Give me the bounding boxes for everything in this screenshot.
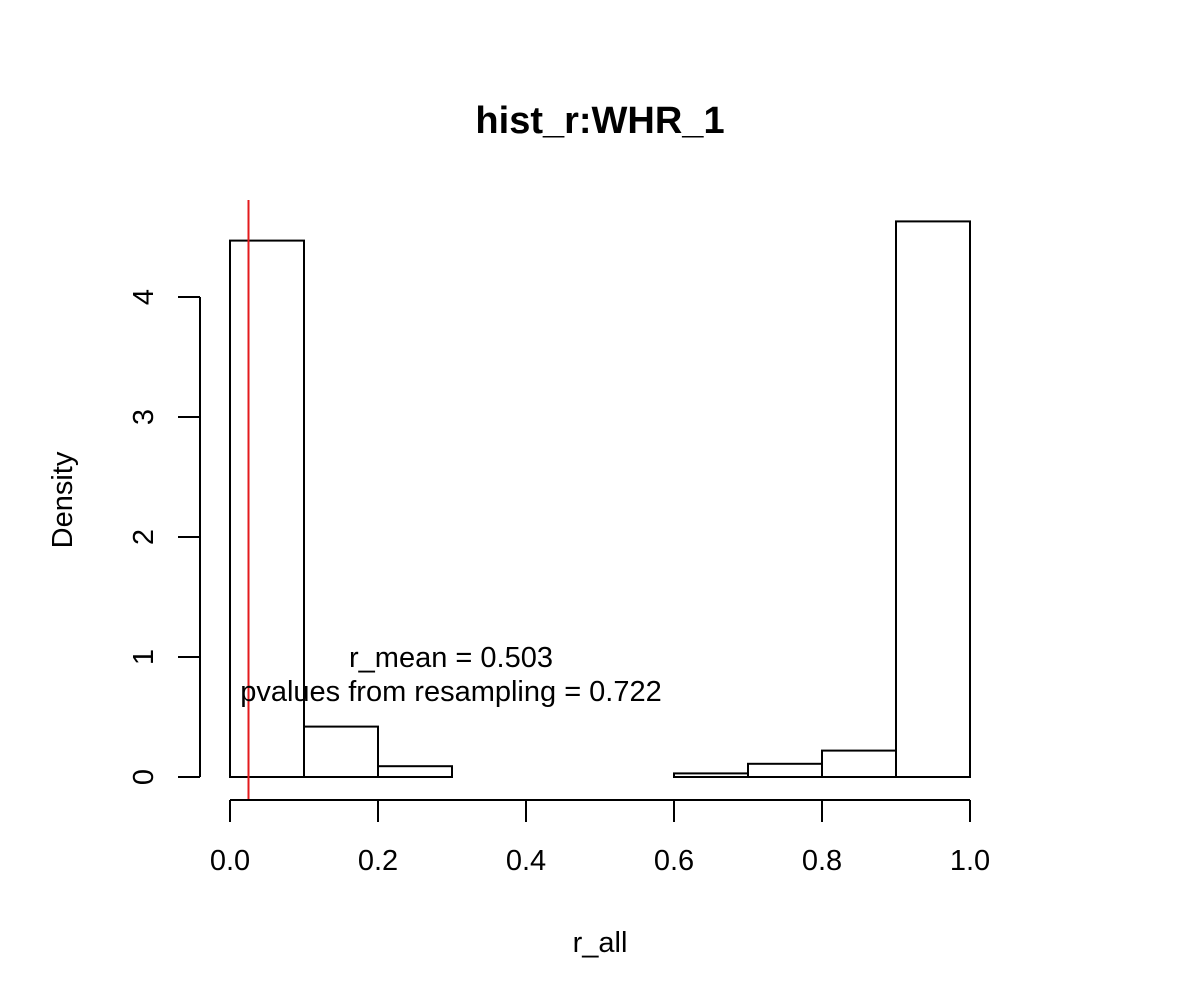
histogram-bar-9: [895, 220, 971, 778]
histogram-bar-8: [821, 749, 897, 778]
histogram-bar-1: [303, 725, 379, 778]
x-tick-label-3: 0.6: [654, 845, 694, 877]
x-tick-label-0: 0.0: [210, 845, 250, 877]
histogram-bar-6: [673, 772, 749, 779]
x-tick-label-5: 1.0: [950, 845, 990, 877]
x-axis: 0.0 0.2 0.4 0.6 0.8 1.0: [210, 799, 990, 877]
histogram-bar-2: [377, 765, 453, 779]
x-axis-label: r_all: [573, 927, 628, 959]
histogram-bars: [229, 220, 971, 779]
y-tick-label-4: 4: [128, 289, 160, 305]
y-axis: 0 1 2 3 4: [128, 289, 201, 785]
r-mean-annotation: r_mean = 0.503: [349, 642, 553, 674]
y-tick-label-3: 3: [128, 409, 160, 425]
x-tick-label-1: 0.2: [358, 845, 398, 877]
histogram-bar-0: [229, 239, 305, 779]
pvalue-annotation: pvalues from resampling = 0.722: [240, 676, 662, 708]
y-tick-label-0: 0: [128, 769, 160, 785]
y-tick-label-1: 1: [128, 649, 160, 665]
y-tick-label-2: 2: [128, 529, 160, 545]
x-tick-label-4: 0.8: [802, 845, 842, 877]
histogram-bar-7: [747, 762, 823, 778]
x-tick-label-2: 0.4: [506, 845, 546, 877]
chart-title: hist_r:WHR_1: [475, 100, 724, 142]
y-axis-label: Density: [47, 451, 79, 548]
